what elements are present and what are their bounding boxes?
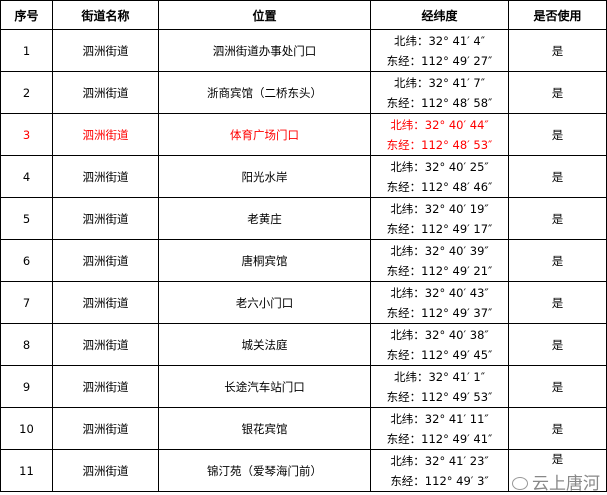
cell-no: 9	[0, 365, 53, 408]
cell-street: 泗洲街道	[52, 239, 159, 282]
cell-coords: 北纬：32° 40′ 44″ 东经：112° 48′ 53″	[370, 113, 509, 156]
latitude: 北纬：32° 40′ 39″	[390, 243, 489, 258]
latitude: 北纬：32° 40′ 44″	[390, 117, 489, 132]
cell-used: 是	[508, 155, 607, 198]
latitude: 北纬：32° 40′ 38″	[390, 327, 489, 342]
longitude: 东经：112° 48′ 46″	[386, 179, 493, 194]
cell-street: 泗洲街道	[52, 113, 159, 156]
cell-coords: 北纬：32° 40′ 43″ 东经：112° 49′ 37″	[370, 281, 509, 324]
cell-coords: 北纬：32° 40′ 38″ 东经：112° 49′ 45″	[370, 323, 509, 366]
cell-no: 1	[0, 29, 53, 72]
watermark-text: 云上唐河	[532, 473, 600, 494]
latitude: 北纬：32° 40′ 43″	[390, 285, 489, 300]
wechat-icon	[512, 477, 528, 490]
header-location: 位置	[158, 0, 371, 30]
cell-coords: 北纬：32° 41′ 11″ 东经：112° 49′ 41″	[370, 407, 509, 450]
header-street: 街道名称	[52, 0, 159, 30]
cell-street: 泗洲街道	[52, 71, 159, 114]
table-row: 3 泗洲街道 体育广场门口 北纬：32° 40′ 44″ 东经：112° 48′ 53″…	[0, 113, 607, 156]
header-no: 序号	[0, 0, 53, 30]
cell-street: 泗洲街道	[52, 323, 159, 366]
longitude: 东经：112° 49′ 3″	[390, 473, 489, 488]
latitude: 北纬：32° 41′ 1″	[393, 369, 486, 384]
latitude: 北纬：32° 41′ 7″	[393, 75, 486, 90]
latitude: 北纬：32° 41′ 23″	[390, 453, 489, 468]
table-row: 8 泗洲街道 城关法庭 北纬：32° 40′ 38″ 东经：112° 49′ 45″ 是	[0, 323, 607, 366]
cell-location: 长途汽车站门口	[158, 365, 371, 408]
table-row: 6 泗洲街道 唐桐宾馆 北纬：32° 40′ 39″ 东经：112° 49′ 21″ 是	[0, 239, 607, 282]
watermark: 云上唐河	[512, 474, 600, 493]
longitude: 东经：112° 49′ 53″	[386, 389, 493, 404]
cell-no: 7	[0, 281, 53, 324]
cell-street: 泗洲街道	[52, 365, 159, 408]
table-row: 7 泗洲街道 老六小门口 北纬：32° 40′ 43″ 东经：112° 49′ 37″ 是	[0, 281, 607, 324]
cell-street: 泗洲街道	[52, 197, 159, 240]
longitude: 东经：112° 49′ 45″	[386, 347, 493, 362]
table-row: 1 泗洲街道 泗洲街道办事处门口 北纬：32° 41′ 4″ 东经：112° 49′ 2…	[0, 29, 607, 72]
cell-no: 10	[0, 407, 53, 450]
cell-coords: 北纬：32° 40′ 25″ 东经：112° 48′ 46″	[370, 155, 509, 198]
cell-used: 是	[508, 281, 607, 324]
cell-no: 5	[0, 197, 53, 240]
cell-coords: 北纬：32° 41′ 1″ 东经：112° 49′ 53″	[370, 365, 509, 408]
longitude: 东经：112° 48′ 53″	[386, 137, 493, 152]
cell-no: 11	[0, 449, 53, 492]
cell-street: 泗洲街道	[52, 29, 159, 72]
longitude: 东经：112° 49′ 41″	[386, 431, 493, 446]
longitude: 东经：112° 49′ 21″	[386, 263, 493, 278]
cell-used: 是	[508, 29, 607, 72]
table-row: 5 泗洲街道 老黄庄 北纬：32° 40′ 19″ 东经：112° 49′ 17″ 是	[0, 197, 607, 240]
table-row: 11 泗洲街道 锦汀苑（爱琴海门前） 北纬：32° 41′ 23″ 东经：112° 49…	[0, 449, 607, 492]
cell-location: 体育广场门口	[158, 113, 371, 156]
cell-location: 唐桐宾馆	[158, 239, 371, 282]
cell-location: 泗洲街道办事处门口	[158, 29, 371, 72]
cell-used: 是	[508, 323, 607, 366]
latitude: 北纬：32° 40′ 25″	[390, 159, 489, 174]
cell-location: 银花宾馆	[158, 407, 371, 450]
cell-coords: 北纬：32° 41′ 4″ 东经：112° 49′ 27″	[370, 29, 509, 72]
cell-coords: 北纬：32° 41′ 23″ 东经：112° 49′ 3″	[370, 449, 509, 492]
cell-street: 泗洲街道	[52, 449, 159, 492]
cell-no: 8	[0, 323, 53, 366]
latitude: 北纬：32° 41′ 11″	[390, 411, 489, 426]
cell-location: 老黄庄	[158, 197, 371, 240]
cell-street: 泗洲街道	[52, 281, 159, 324]
header-used: 是否使用	[508, 0, 607, 30]
cell-used: 是	[508, 365, 607, 408]
cell-location: 老六小门口	[158, 281, 371, 324]
cell-used: 是	[508, 239, 607, 282]
longitude: 东经：112° 49′ 27″	[386, 53, 493, 68]
cell-street: 泗洲街道	[52, 155, 159, 198]
cell-coords: 北纬：32° 41′ 7″ 东经：112° 48′ 58″	[370, 71, 509, 114]
cell-used: 是	[508, 449, 607, 492]
cell-no: 6	[0, 239, 53, 282]
header-coords: 经纬度	[370, 0, 509, 30]
cell-location: 浙商宾馆（二桥东头）	[158, 71, 371, 114]
cell-used: 是	[508, 197, 607, 240]
header-row: 序号 街道名称 位置 经纬度 是否使用	[0, 0, 607, 30]
cell-coords: 北纬：32° 40′ 39″ 东经：112° 49′ 21″	[370, 239, 509, 282]
cell-used: 是	[508, 71, 607, 114]
table-row: 2 泗洲街道 浙商宾馆（二桥东头） 北纬：32° 41′ 7″ 东经：112° 48′ …	[0, 71, 607, 114]
cell-location: 城关法庭	[158, 323, 371, 366]
cell-no: 4	[0, 155, 53, 198]
cell-street: 泗洲街道	[52, 407, 159, 450]
table-row: 9 泗洲街道 长途汽车站门口 北纬：32° 41′ 1″ 东经：112° 49′ 53″…	[0, 365, 607, 408]
table-row: 10 泗洲街道 银花宾馆 北纬：32° 41′ 11″ 东经：112° 49′ 41″ 是	[0, 407, 607, 450]
latitude: 北纬：32° 41′ 4″	[393, 33, 486, 48]
longitude: 东经：112° 49′ 37″	[386, 305, 493, 320]
cell-no: 3	[0, 113, 53, 156]
cell-used: 是	[508, 113, 607, 156]
latitude: 北纬：32° 40′ 19″	[390, 201, 489, 216]
longitude: 东经：112° 48′ 58″	[386, 95, 493, 110]
table-row: 4 泗洲街道 阳光水岸 北纬：32° 40′ 25″ 东经：112° 48′ 46″ 是	[0, 155, 607, 198]
cell-no: 2	[0, 71, 53, 114]
cell-coords: 北纬：32° 40′ 19″ 东经：112° 49′ 17″	[370, 197, 509, 240]
cell-location: 阳光水岸	[158, 155, 371, 198]
cell-used: 是	[508, 407, 607, 450]
longitude: 东经：112° 49′ 17″	[386, 221, 493, 236]
cell-location: 锦汀苑（爱琴海门前）	[158, 449, 371, 492]
